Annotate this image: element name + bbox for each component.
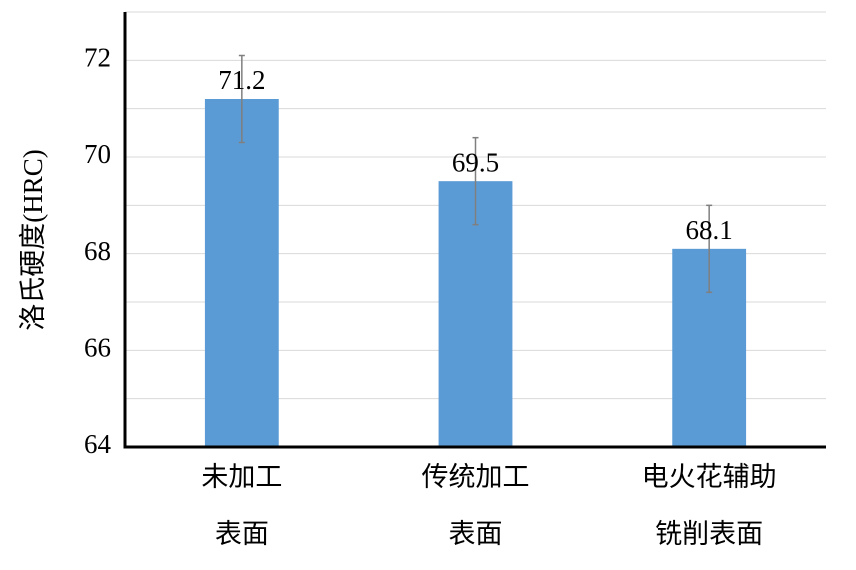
y-tick-label: 66 <box>84 333 111 363</box>
x-tick-label: 传统加工 <box>422 462 530 492</box>
value-label: 69.5 <box>452 147 499 177</box>
bar <box>204 99 279 447</box>
value-label: 68.1 <box>686 215 733 245</box>
value-label: 71.2 <box>218 65 265 95</box>
x-tick-label: 未加工 <box>201 462 282 492</box>
y-tick-label: 68 <box>84 236 111 266</box>
x-tick-label: 铣削表面 <box>655 519 763 549</box>
y-tick-label: 64 <box>84 429 112 459</box>
bar <box>438 181 513 447</box>
x-tick-label: 表面 <box>449 519 503 549</box>
y-tick-label: 72 <box>84 43 111 73</box>
y-tick-label: 70 <box>84 139 111 169</box>
x-tick-label: 电火花辅助 <box>642 462 777 492</box>
y-axis-label: 洛氏硬度(HRC) <box>18 149 48 331</box>
x-tick-label: 表面 <box>215 519 269 549</box>
